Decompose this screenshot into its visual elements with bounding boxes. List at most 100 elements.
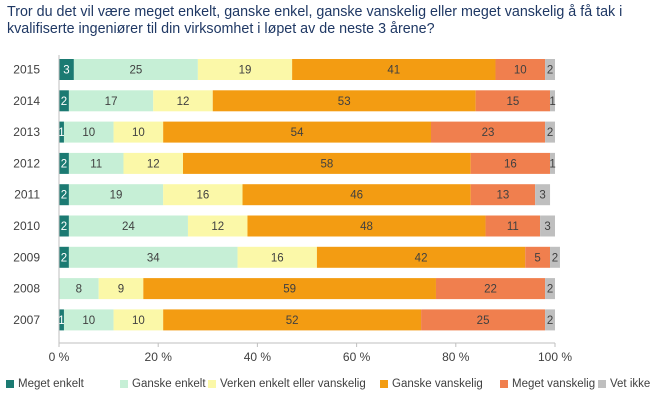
bar-segment xyxy=(237,246,317,268)
bar-segment xyxy=(163,121,431,143)
data-label: 12 xyxy=(177,96,190,108)
data-label: 16 xyxy=(271,252,284,264)
data-label: 23 xyxy=(482,127,495,139)
bar-segment xyxy=(59,278,99,300)
legend-label: Meget vanskelig xyxy=(512,378,596,390)
data-label: 53 xyxy=(338,96,351,108)
legend-item: Ganske vanskelig xyxy=(380,378,483,390)
data-label: 58 xyxy=(320,158,333,170)
data-label: 2 xyxy=(61,158,67,170)
x-tick-label: 20 % xyxy=(145,350,173,364)
legend-item: Vet ikke xyxy=(598,378,650,390)
x-axis: 0 % 20 % 40 % 60 % 80 % 100 % xyxy=(49,55,572,364)
data-label: 5 xyxy=(534,252,540,264)
data-label: 59 xyxy=(283,284,296,296)
bar-segment xyxy=(73,59,198,80)
data-label: 1 xyxy=(549,158,555,170)
data-label: 2 xyxy=(547,65,553,77)
legend-swatch xyxy=(208,380,216,388)
data-label: 16 xyxy=(504,158,517,170)
data-label: 12 xyxy=(147,158,160,170)
chart-title: Tror du det vil være meget enkelt, gansk… xyxy=(7,4,623,37)
legend-swatch xyxy=(500,380,508,388)
data-label: 1 xyxy=(58,315,64,327)
data-label: 46 xyxy=(350,190,363,202)
data-label: 11 xyxy=(90,158,102,170)
legend-item: Verken enkelt eller vanskelig xyxy=(208,378,366,390)
data-label: 9 xyxy=(118,284,124,296)
data-label: 52 xyxy=(286,315,299,327)
x-tick-label: 0 % xyxy=(49,350,70,364)
data-label: 10 xyxy=(82,127,95,139)
data-label: 11 xyxy=(507,221,519,233)
data-label: 42 xyxy=(415,252,428,264)
bar-segment xyxy=(59,59,74,80)
legend-swatch xyxy=(6,380,14,388)
legend-label: Verken enkelt eller vanskelig xyxy=(220,378,366,390)
data-label: 2 xyxy=(547,284,553,296)
bar-segment xyxy=(525,246,551,268)
bar-segment xyxy=(485,215,541,237)
bar-segment xyxy=(183,152,471,174)
bar-segment xyxy=(59,309,64,331)
bar-segment xyxy=(59,215,69,237)
data-label: 48 xyxy=(360,221,373,233)
data-label: 1 xyxy=(58,127,64,139)
bar-segment xyxy=(59,121,64,143)
data-label: 12 xyxy=(211,221,224,233)
bar-segment xyxy=(68,184,164,206)
legend-item: Meget enkelt xyxy=(6,378,84,390)
bar-segment xyxy=(59,90,69,112)
x-tick-label: 40 % xyxy=(244,350,272,364)
data-label: 2 xyxy=(61,221,67,233)
legend-swatch xyxy=(380,380,388,388)
data-label: 24 xyxy=(122,221,135,233)
data-label: 15 xyxy=(506,96,519,108)
legend-label: Meget enkelt xyxy=(18,378,84,390)
y-tick-label: 2011 xyxy=(14,188,40,202)
data-label: 1 xyxy=(549,96,555,108)
data-label: 2 xyxy=(547,127,553,139)
data-label: 2 xyxy=(547,315,553,327)
x-tick-label: 80 % xyxy=(442,350,470,364)
data-label: 16 xyxy=(196,190,209,202)
data-label: 10 xyxy=(132,127,145,139)
bar-segment xyxy=(247,215,486,237)
data-label: 2 xyxy=(61,252,67,264)
bar-segment xyxy=(545,309,555,331)
bar-segment xyxy=(113,121,164,143)
data-label: 3 xyxy=(539,190,545,202)
bar-segment xyxy=(63,121,114,143)
data-label: 25 xyxy=(129,65,142,77)
bar-segment xyxy=(143,278,436,300)
x-tick-label: 60 % xyxy=(343,350,371,364)
bar-segment xyxy=(59,152,69,174)
bar-segment xyxy=(113,309,164,331)
data-label: 13 xyxy=(497,190,510,202)
bar-segment xyxy=(187,215,248,237)
data-label: 19 xyxy=(110,190,123,202)
legend-swatch xyxy=(598,380,606,388)
bar-segment xyxy=(495,59,546,80)
bar-segment xyxy=(470,184,536,206)
bar-segment xyxy=(431,121,546,143)
y-tick-label: 2007 xyxy=(13,313,40,327)
data-label: 8 xyxy=(76,284,82,296)
x-tick-label: 100 % xyxy=(538,350,572,364)
bar-segment xyxy=(153,90,213,112)
y-tick-label: 2015 xyxy=(13,63,40,77)
y-tick-label: 2009 xyxy=(13,250,40,264)
y-tick-label: 2012 xyxy=(13,156,40,170)
legend-item: Meget vanskelig xyxy=(500,378,595,390)
data-label: 10 xyxy=(82,315,95,327)
bar-segment xyxy=(63,309,114,331)
data-label: 22 xyxy=(484,284,497,296)
legend-label: Ganske vanskelig xyxy=(392,378,483,390)
data-label: 10 xyxy=(132,315,145,327)
bar-segment xyxy=(68,215,188,237)
y-tick-label: 2008 xyxy=(13,282,40,296)
data-label: 10 xyxy=(514,65,527,77)
bar-segment xyxy=(545,278,555,300)
data-label: 25 xyxy=(477,315,490,327)
